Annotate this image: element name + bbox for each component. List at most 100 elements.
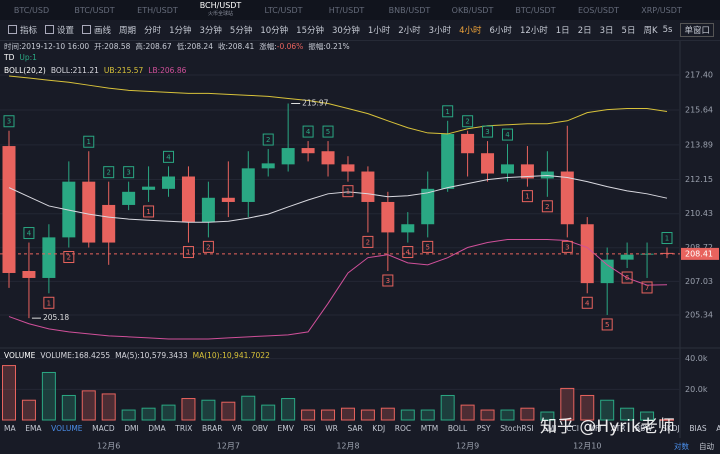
volume-bar	[201, 399, 216, 421]
indicator-tab[interactable]: KDJ	[372, 424, 386, 433]
candle-body	[560, 171, 574, 225]
watermark: 知乎 @Hyrik老师	[540, 417, 675, 437]
indicator-tab[interactable]: StochRSI	[500, 424, 534, 433]
indicator-tab[interactable]: CCI	[566, 424, 579, 433]
period-button[interactable]: 1小时	[367, 26, 391, 36]
volume-label: VOLUME	[4, 351, 36, 360]
candle-body	[301, 148, 315, 154]
indicator-tab[interactable]: VOLUME	[51, 424, 83, 433]
indicator-tab[interactable]: MTM	[420, 424, 439, 433]
market-tab[interactable]: BTC/USDT	[515, 5, 556, 15]
candle-body	[520, 164, 534, 179]
market-tab[interactable]: OKB/USDT	[451, 5, 494, 15]
market-tab[interactable]: EOS/USDT	[577, 5, 620, 15]
td-count: 1	[445, 108, 449, 116]
indicator-tab[interactable]: APO	[716, 424, 720, 433]
indicator-tab[interactable]: MA	[4, 424, 16, 433]
y-tick-label: 205.34	[685, 310, 713, 319]
y-tick-label: 207.03	[685, 277, 713, 286]
indicator-tab[interactable]: BOLL	[447, 424, 468, 433]
tool-button[interactable]: 指标	[8, 24, 37, 36]
indicator-tab[interactable]: BBW	[635, 424, 653, 433]
info-item: 低:208.24	[177, 41, 213, 52]
axis-mode[interactable]: 对数	[674, 442, 689, 451]
volume-bar	[2, 365, 16, 421]
indicator-tab[interactable]: RSI	[303, 424, 316, 433]
tool-button[interactable]: 设置	[45, 24, 74, 36]
indicator-tab[interactable]: SMI	[543, 424, 557, 433]
td-count: 3	[565, 243, 569, 251]
indicator-tab[interactable]: BIAS	[689, 424, 707, 433]
market-tab[interactable]: BCH/USDT 火币全球站	[189, 1, 252, 19]
info-value: 208.67	[145, 42, 172, 51]
indicator-tab[interactable]: OBV	[251, 424, 268, 433]
period-button[interactable]: 1分钟	[169, 26, 192, 36]
toolbar-right[interactable]: 5s	[662, 25, 673, 35]
indicator-tab[interactable]: WR	[325, 424, 338, 433]
period-button[interactable]: 2小时	[398, 26, 421, 36]
indicator-tab[interactable]: VR	[232, 424, 243, 433]
indicator-tab[interactable]: SAR	[347, 424, 363, 433]
period-button[interactable]: 6小时	[489, 26, 512, 36]
info-item: 时间:2019-12-10 16:00	[4, 41, 89, 52]
volume-bar	[560, 387, 575, 421]
market-tab[interactable]: BNB/USDT	[388, 5, 431, 15]
indicator-tab[interactable]: DMI	[124, 424, 139, 433]
volume-bar	[620, 407, 635, 421]
period-button[interactable]: 3日	[599, 26, 614, 36]
period-button[interactable]: 5日	[621, 26, 636, 36]
period-button[interactable]: 3小时	[428, 26, 452, 36]
volume-bar	[340, 407, 355, 421]
volume-bar	[61, 394, 76, 421]
market-tab[interactable]: HT/USDT	[328, 5, 365, 15]
market-tab[interactable]: LTC/USDT	[264, 5, 303, 15]
indicator-tab[interactable]: EMA	[25, 424, 42, 433]
indicator-tab[interactable]: ATR	[611, 424, 626, 433]
toolbar-right[interactable]: 单窗口	[680, 23, 714, 37]
indicator-tab[interactable]: MFI	[588, 424, 602, 433]
market-tab[interactable]: BTC/USD	[13, 5, 50, 15]
period-button[interactable]: 1日	[555, 26, 570, 36]
candle-body	[82, 181, 96, 243]
td-count: 4	[166, 153, 171, 161]
y-tick-label: 210.43	[685, 209, 713, 218]
period-button[interactable]: 5分钟	[229, 26, 253, 36]
tool-button[interactable]: 画线	[82, 24, 111, 36]
period-button[interactable]: 30分钟	[332, 26, 360, 36]
period-button[interactable]: 10分钟	[260, 26, 289, 36]
indicator-tab[interactable]: EMV	[277, 424, 294, 433]
period-button[interactable]: 分时	[144, 26, 162, 36]
period-button[interactable]: 周K	[643, 26, 658, 36]
indicator-tab[interactable]: MACD	[92, 424, 115, 433]
td-count: 3	[386, 277, 390, 285]
indicator-tab[interactable]: SKDJ	[662, 424, 680, 433]
td-count: 3	[7, 118, 11, 126]
y-tick-label: 20.0k	[685, 385, 708, 394]
period-button[interactable]: 2日	[577, 26, 592, 36]
candle-body	[481, 153, 495, 174]
period-button[interactable]: 3分钟	[199, 26, 222, 36]
x-tick-label: 12月6	[97, 442, 120, 451]
period-button[interactable]: 15分钟	[296, 26, 324, 36]
period-button[interactable]: 12小时	[519, 26, 548, 36]
period-button[interactable]: 4小时	[459, 26, 482, 36]
indicator-tab[interactable]: BRAR	[202, 424, 223, 433]
indicator-tab[interactable]: TRIX	[175, 424, 193, 433]
market-tab[interactable]: BTC/USDT	[74, 5, 115, 15]
td-box	[581, 296, 593, 309]
volume-bar	[321, 409, 336, 421]
td-count: 4	[27, 230, 32, 238]
td-count: 4	[505, 131, 510, 139]
td-box	[501, 128, 513, 141]
market-tab[interactable]: ETH/USDT	[137, 5, 178, 15]
axis-mode[interactable]: 自动	[699, 442, 714, 451]
volume-bar	[400, 409, 415, 421]
td-box	[202, 240, 214, 253]
indicator-tab[interactable]: ROC	[394, 424, 412, 433]
indicator-tab[interactable]: DMA	[148, 424, 166, 433]
indicator-tab[interactable]: PSY	[476, 424, 491, 433]
info-item: 高:208.67	[135, 41, 171, 52]
market-tab[interactable]: XRP/USDT	[641, 5, 682, 15]
td-header: TD Up:1	[4, 53, 42, 62]
axis-modes: 对数 自动	[664, 441, 714, 452]
